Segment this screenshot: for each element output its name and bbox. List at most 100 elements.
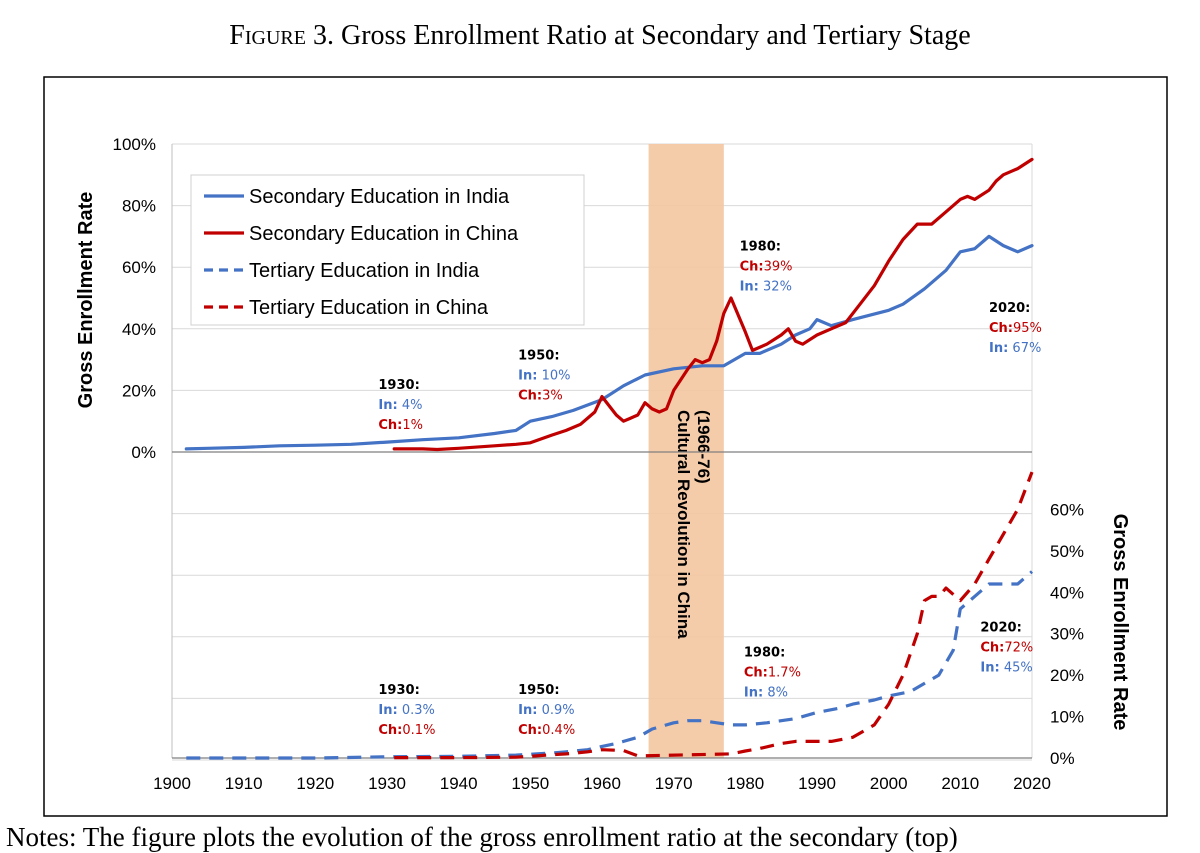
annotation-line: In: 67% [989, 341, 1041, 356]
annotation-prefix: In: [989, 341, 1008, 356]
x-tick-label: 1960 [583, 774, 621, 793]
legend-label: Tertiary Education in India [249, 260, 480, 282]
annotation-line: In: 10% [518, 369, 570, 384]
annotation-value: 0.9% [537, 703, 574, 718]
annotation-line: Ch:95% [989, 321, 1042, 336]
right-tick-label: 50% [1050, 542, 1084, 561]
annotation-prefix: In: [518, 369, 537, 384]
annotation-value: 0.1% [402, 723, 435, 738]
x-tick-label: 1930 [368, 774, 406, 793]
band-rect [648, 144, 724, 758]
annotation-value: 39% [764, 259, 793, 274]
annotation-value: 95% [1013, 321, 1042, 336]
annotation-prefix: Ch: [518, 723, 542, 738]
annotation-value: 1.7% [768, 666, 801, 681]
annotation-value: 8% [763, 686, 788, 701]
annotation-prefix: Ch: [744, 666, 768, 681]
annotation-line: Ch:1% [378, 418, 423, 433]
series-line-1 [392, 157, 1034, 452]
annotation-line: In: 8% [744, 686, 788, 701]
annotation-value: 72% [1004, 641, 1033, 656]
legend: Secondary Education in India Secondary Ed… [190, 174, 585, 326]
annotation-prefix: In: [518, 703, 537, 718]
annotation-value: 4% [398, 398, 423, 413]
right-axis-title: Gross Enrollment Rate [1109, 514, 1131, 731]
annotation-line: 2020: [989, 301, 1030, 316]
annotation-line: Ch:3% [518, 389, 563, 404]
left-tick-label: 60% [122, 258, 156, 277]
annotation-value: 10% [537, 369, 570, 384]
annotation-line: In: 32% [740, 279, 792, 294]
annotation-line: In: 4% [378, 398, 422, 413]
x-tick-label: 1920 [296, 774, 334, 793]
annotation-value: 0.4% [542, 723, 575, 738]
annotation-value: 0.3% [398, 703, 435, 718]
band-label-text: Cultural Revolution in China [674, 410, 693, 639]
annotation-prefix: Ch: [980, 641, 1004, 656]
legend-label: Tertiary Education in China [249, 297, 489, 319]
series-line-0 [184, 234, 1034, 451]
x-tick-label: 1990 [798, 774, 836, 793]
annotation-prefix: In: [744, 686, 763, 701]
x-tick-label: 1970 [655, 774, 693, 793]
left-tick-label: 20% [122, 381, 156, 400]
right-tick-label: 60% [1050, 500, 1084, 519]
annotations: 1930:In: 4%Ch:1%1950:In: 10%Ch:3%1980:Ch… [378, 239, 1042, 738]
figure-caption: Figure 3. Gross Enrollment Ratio at Seco… [0, 20, 1200, 52]
series-line-2 [186, 570, 1034, 760]
figure-label: Figure 3. [229, 20, 334, 51]
annotation-line: 1930: [378, 378, 419, 393]
right-tick-label: 20% [1050, 666, 1084, 685]
annotation-prefix: In: [980, 661, 999, 676]
figure-notes: Notes: The figure plots the evolution of… [6, 822, 958, 852]
annotation-value: 3% [542, 389, 563, 404]
annotation-prefix: Ch: [378, 723, 402, 738]
annotation-prefix: In: [378, 703, 397, 718]
right-tick-label: 40% [1050, 583, 1084, 602]
annotation-line: Ch:0.4% [518, 723, 575, 738]
annotation-prefix: In: [740, 279, 759, 294]
left-tick-label: 100% [113, 135, 156, 154]
band-label-years: (1966-76) [694, 410, 713, 484]
cultural-revolution-band: (1966-76)Cultural Revolution in China [648, 144, 724, 758]
annotation-prefix: Ch: [378, 418, 402, 433]
x-tick-label: 2020 [1013, 774, 1051, 793]
annotation-line: Ch:72% [980, 641, 1033, 656]
annotation-line: 1950: [518, 683, 559, 698]
annotation-line: In: 0.3% [378, 703, 434, 718]
annotation-line: 2020: [980, 621, 1021, 636]
left-tick-label: 40% [122, 320, 156, 339]
legend-box [190, 174, 585, 326]
x-tick-label: 1900 [153, 774, 191, 793]
x-tick-label: 2010 [941, 774, 979, 793]
annotation-prefix: Ch: [740, 259, 764, 274]
axes: 0% 20% 40% 60% 80% 100% 0% 10% 20% 30% 40% 50% 60% 19… [75, 135, 1131, 793]
x-tick-label: 1980 [726, 774, 764, 793]
left-tick-label: 0% [131, 443, 156, 462]
annotation-line: 1930: [378, 683, 419, 698]
x-tick-label: 1950 [511, 774, 549, 793]
figure-title: Gross Enrollment Ratio at Secondary and … [340, 20, 971, 51]
x-tick-label: 1910 [225, 774, 263, 793]
right-tick-label: 0% [1050, 749, 1075, 768]
chart-frame [43, 76, 1168, 817]
x-tick-label: 1940 [440, 774, 478, 793]
annotation-line: Ch:0.1% [378, 723, 435, 738]
annotation-value: 67% [1008, 341, 1041, 356]
annotation-prefix: Ch: [989, 321, 1013, 336]
annotation-value: 32% [759, 279, 792, 294]
annotation-line: In: 0.9% [518, 703, 574, 718]
legend-label: Secondary Education in China [249, 223, 519, 245]
left-axis-title: Gross Enrollment Rate [75, 192, 97, 409]
series-lines [184, 157, 1034, 760]
annotation-value: 1% [402, 418, 423, 433]
x-tick-label: 2000 [870, 774, 908, 793]
left-tick-label: 80% [122, 197, 156, 216]
annotation-value: 45% [1000, 661, 1033, 676]
annotation-line: 1980: [744, 646, 785, 661]
annotation-line: Ch:1.7% [744, 666, 801, 681]
right-tick-label: 10% [1050, 708, 1084, 727]
annotation-line: In: 45% [980, 661, 1032, 676]
annotation-prefix: Ch: [518, 389, 542, 404]
